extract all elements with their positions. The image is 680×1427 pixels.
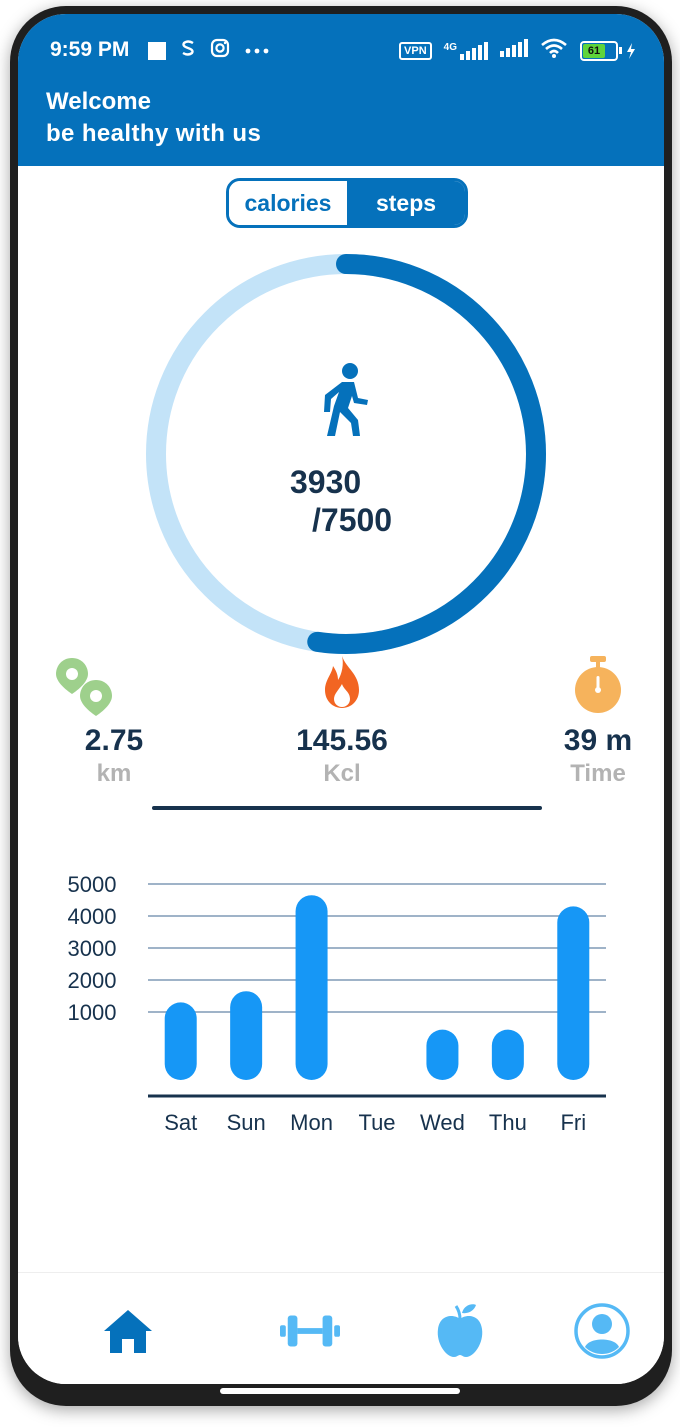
wifi-icon <box>540 38 568 63</box>
steps-goal: /7500 <box>312 502 393 538</box>
stat-calories: 145.56 Kcl <box>272 654 412 788</box>
stopwatch-icon <box>538 654 658 724</box>
bar-thu <box>491 1029 524 1080</box>
status-left-icons <box>148 38 270 63</box>
welcome-header: Welcome be healthy with us <box>18 78 664 166</box>
home-indicator[interactable] <box>220 1388 460 1394</box>
distance-value: 2.75 <box>84 724 144 757</box>
location-pins-icon <box>54 654 174 724</box>
x-tick-label: Tue <box>358 1110 395 1135</box>
mode-toggle: calories steps <box>226 178 468 228</box>
nav-nutrition[interactable] <box>430 1301 490 1361</box>
stat-time: 39 m Time <box>538 654 658 788</box>
stats-divider <box>152 806 542 810</box>
x-tick-label: Mon <box>290 1110 333 1135</box>
time-value: 39 m <box>563 724 633 757</box>
walking-person-icon <box>318 362 370 443</box>
x-tick-label: Fri <box>560 1110 586 1135</box>
y-tick-label: 3000 <box>68 936 117 961</box>
welcome-title: Welcome <box>46 88 151 115</box>
tab-steps[interactable]: steps <box>347 181 465 225</box>
nav-workout[interactable] <box>280 1301 340 1361</box>
home-icon <box>104 1310 152 1353</box>
bar-mon <box>295 895 328 1080</box>
stat-distance: 2.75 km <box>54 654 174 788</box>
steps-count: 3930 <box>290 464 362 500</box>
status-time: 9:59 PM <box>50 38 130 61</box>
x-tick-label: Sun <box>227 1110 266 1135</box>
app-screen: 9:59 PM VPN 4G <box>18 14 664 1384</box>
y-tick-label: 2000 <box>68 968 117 993</box>
time-unit: Time <box>570 760 626 787</box>
y-tick-label: 5000 <box>68 872 117 897</box>
welcome-subtitle: be healthy with us <box>46 120 262 147</box>
x-tick-label: Wed <box>420 1110 465 1135</box>
signal-4g-icon: 4G <box>443 41 488 60</box>
square-icon <box>148 41 166 60</box>
tab-calories[interactable]: calories <box>229 181 347 225</box>
y-tick-label: 4000 <box>68 904 117 929</box>
vpn-badge: VPN <box>399 41 432 60</box>
s-icon <box>180 39 196 62</box>
status-bar: 9:59 PM VPN 4G <box>18 14 664 78</box>
y-tick-label: 1000 <box>68 1000 117 1025</box>
nav-profile[interactable] <box>572 1301 632 1361</box>
chart-svg: 1000 2000 3000 4000 5000 Sat Sun Mon Tue Wed Thu Fr… <box>68 872 606 1135</box>
status-right-icons: VPN 4G 61 <box>399 38 636 63</box>
network-type-label: 4G <box>443 41 457 53</box>
more-dots-icon <box>244 42 270 60</box>
x-tick-label: Thu <box>489 1110 527 1135</box>
battery-level: 61 <box>583 43 605 58</box>
x-tick-label: Sat <box>164 1110 197 1135</box>
bar-sat <box>164 1002 197 1080</box>
calories-unit: Kcl <box>323 760 361 787</box>
calories-value: 145.56 <box>296 724 388 757</box>
flame-icon <box>272 654 412 724</box>
signal-icon <box>500 39 528 62</box>
profile-icon <box>574 1303 630 1359</box>
ring-progress <box>146 254 546 654</box>
apple-icon <box>437 1304 483 1357</box>
distance-unit: km <box>96 760 132 787</box>
bottom-navbar <box>18 1272 664 1384</box>
nav-home[interactable] <box>98 1301 158 1361</box>
dumbbell-icon <box>280 1315 340 1347</box>
weekly-steps-chart: 1000 2000 3000 4000 5000 Sat Sun Mon Tue Wed Thu Fr… <box>38 854 638 1154</box>
bar-sun <box>230 991 263 1080</box>
battery-icon: 61 <box>580 40 636 61</box>
phone-frame: 9:59 PM VPN 4G <box>10 6 672 1406</box>
bar-fri <box>557 906 590 1080</box>
instagram-icon <box>210 38 230 63</box>
steps-progress-ring <box>146 254 546 654</box>
bar-wed <box>426 1029 459 1080</box>
